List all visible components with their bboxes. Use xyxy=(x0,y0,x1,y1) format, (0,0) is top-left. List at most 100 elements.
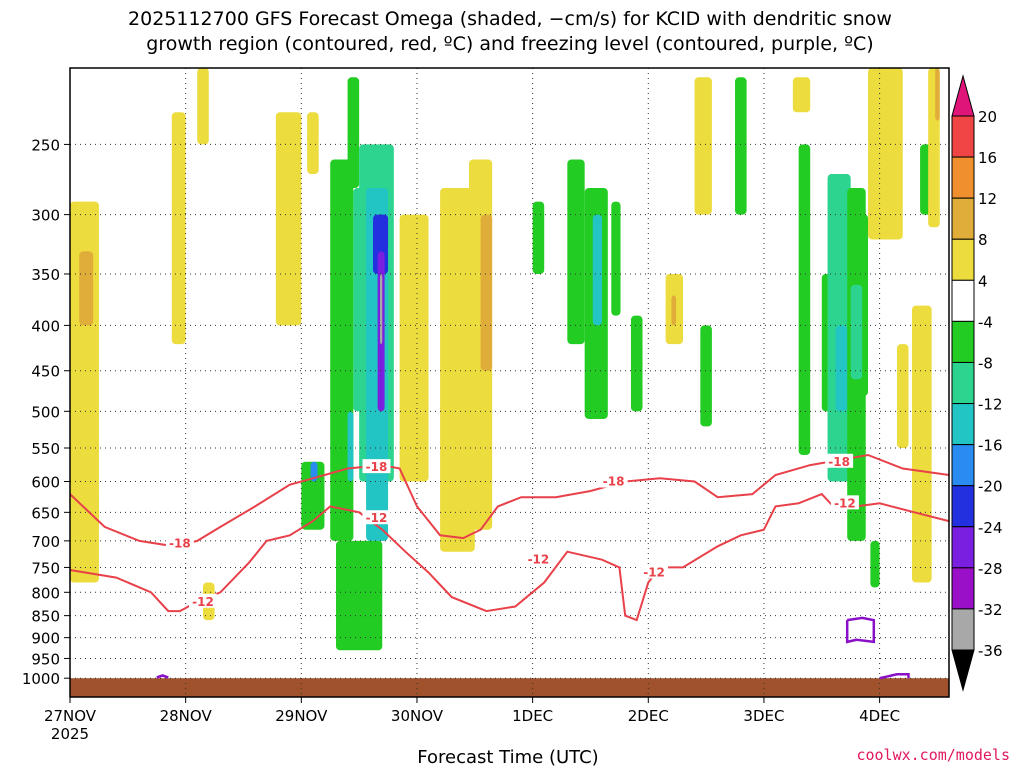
omega-cell xyxy=(307,112,319,175)
contour-label-bg xyxy=(825,453,854,468)
colorbar-tick-label: -32 xyxy=(978,601,1003,619)
colorbar-tick-label: -16 xyxy=(978,437,1003,455)
omega-cell xyxy=(735,77,747,215)
credit-text: coolwx.com/models xyxy=(856,746,1010,764)
omega-cell xyxy=(275,112,302,326)
colorbar-tick-label: 16 xyxy=(978,149,997,167)
colorbar-top-arrow xyxy=(951,74,975,117)
ground-area xyxy=(70,678,949,697)
omega-cell xyxy=(630,315,643,412)
omega-cell xyxy=(567,159,585,345)
omega-cell xyxy=(935,68,940,121)
omega-cell xyxy=(399,214,429,482)
x-tick-label: 3DEC xyxy=(743,707,784,725)
y-tick-label: 900 xyxy=(31,630,60,648)
x-tick-label: 2DEC xyxy=(628,707,669,725)
omega-cell xyxy=(336,540,383,651)
omega-shading xyxy=(70,68,940,651)
omega-cell xyxy=(87,494,99,530)
contour-label: -18 xyxy=(366,460,388,474)
contour-label-bg xyxy=(362,459,391,474)
colorbar-tick-label: -20 xyxy=(978,478,1003,496)
omega-cell xyxy=(532,201,545,274)
colorbar-band xyxy=(951,279,975,322)
x-axis-title: Forecast Time (UTC) xyxy=(417,747,598,768)
contour-label-bg xyxy=(524,551,553,566)
colorbar-band xyxy=(951,238,975,281)
y-tick-label: 550 xyxy=(31,440,60,458)
contour-label: -12 xyxy=(366,511,388,525)
colorbar-band xyxy=(951,197,975,240)
y-tick-label: 950 xyxy=(31,650,60,668)
temperature-contours: -18 -18 -18 -18 -12 -12 -12 -12 -12 xyxy=(69,453,950,680)
omega-cell xyxy=(868,68,903,240)
y-tick-label: 650 xyxy=(31,504,60,522)
contour-label-bg xyxy=(640,564,669,579)
contour-label: -18 xyxy=(828,455,850,469)
omega-cell xyxy=(850,284,863,380)
omega-cell xyxy=(896,344,909,449)
omega-cell xyxy=(592,214,603,326)
contour-label: -12 xyxy=(192,595,214,609)
omega-cell xyxy=(480,214,493,371)
y-tick-label: 500 xyxy=(31,403,60,421)
colorbar-band xyxy=(951,526,975,569)
omega-cell xyxy=(835,325,848,412)
contour-label: -18 xyxy=(603,475,625,489)
ground-fill xyxy=(70,678,949,697)
y-tick-label: 350 xyxy=(31,266,60,284)
colorbar-band xyxy=(951,115,975,158)
time-axis: 27NOV 28NOV 29NOV 30NOV 1DEC 2DEC 3DEC 4DEC 2025 xyxy=(44,697,900,743)
colorbar-tick-label: 20 xyxy=(978,108,997,126)
y-tick-label: 1000 xyxy=(22,670,60,688)
contour-label-bg xyxy=(830,495,859,510)
colorbar-tick-label: 12 xyxy=(978,190,997,208)
omega-cell xyxy=(171,112,186,345)
contour-label-bg xyxy=(362,510,391,525)
dgz-contour-line xyxy=(69,453,950,548)
omega-cell xyxy=(798,144,811,455)
plot-frame xyxy=(69,67,950,698)
omega-cell xyxy=(197,68,209,145)
omega-cell xyxy=(347,411,354,482)
x-tick-label: 29NOV xyxy=(275,707,328,725)
pressure-axis: 250 300 350 400 450 500 550 600 650 700 750 800 850 9… xyxy=(22,136,70,688)
x-tick-label: 27NOV xyxy=(44,707,97,725)
x-tick-label: 1DEC xyxy=(512,707,553,725)
y-tick-label: 300 xyxy=(31,207,60,225)
freezing-level-contour xyxy=(845,616,876,644)
y-tick-label: 400 xyxy=(31,317,60,335)
omega-colorbar: 20 16 12 8 4 -4 -8 -12 -16 -20 -24 -28 -32 -36 xyxy=(951,74,1003,692)
omega-cell xyxy=(379,273,383,345)
contour-label-bg xyxy=(189,593,218,608)
colorbar-band xyxy=(951,608,975,651)
colorbar-tick-label: 4 xyxy=(978,272,988,290)
y-tick-label: 600 xyxy=(31,474,60,492)
freezing-level-contour xyxy=(156,674,169,679)
colorbar-band xyxy=(951,444,975,487)
y-tick-label: 250 xyxy=(31,136,60,154)
chart-title-line1: 2025112700 GFS Forecast Omega (shaded, −… xyxy=(128,8,892,30)
omega-cell xyxy=(700,325,712,427)
y-tick-label: 850 xyxy=(31,608,60,626)
dgz-contour-line xyxy=(69,492,950,622)
y-tick-label: 450 xyxy=(31,363,60,381)
freezing-level-contour xyxy=(879,673,910,680)
omega-cell xyxy=(694,77,712,215)
colorbar-tick-label: -8 xyxy=(978,354,993,372)
omega-cell xyxy=(870,540,880,588)
colorbar-band xyxy=(951,485,975,528)
omega-cell xyxy=(301,461,325,530)
omega-cell xyxy=(671,295,677,326)
colorbar-tick-label: -24 xyxy=(978,519,1003,537)
omega-cell xyxy=(347,77,360,189)
contour-label: -12 xyxy=(528,553,550,567)
y-tick-label: 750 xyxy=(31,559,60,577)
contour-label: -18 xyxy=(169,537,191,551)
x-tick-year: 2025 xyxy=(51,725,89,743)
omega-cell xyxy=(792,77,811,113)
colorbar-tick-label: 8 xyxy=(978,231,988,249)
omega-cell xyxy=(330,159,354,541)
x-tick-label: 4DEC xyxy=(859,707,900,725)
